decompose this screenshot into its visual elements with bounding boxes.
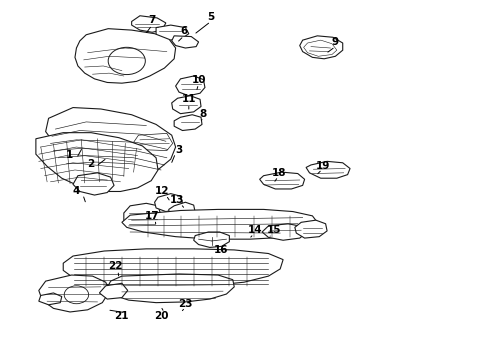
Text: 8: 8: [200, 109, 207, 119]
Text: 14: 14: [247, 225, 262, 235]
Text: 10: 10: [191, 75, 206, 85]
Text: 19: 19: [316, 161, 330, 171]
Polygon shape: [172, 36, 198, 48]
Text: 15: 15: [267, 225, 282, 235]
Text: 2: 2: [87, 159, 95, 169]
Polygon shape: [295, 220, 327, 238]
Text: 1: 1: [66, 150, 73, 160]
Polygon shape: [300, 36, 343, 59]
Polygon shape: [99, 283, 128, 299]
Text: 6: 6: [180, 26, 188, 36]
Text: 23: 23: [178, 299, 193, 309]
Text: 22: 22: [108, 261, 123, 271]
Polygon shape: [107, 274, 234, 303]
Polygon shape: [260, 172, 305, 189]
Polygon shape: [306, 161, 350, 178]
Polygon shape: [175, 76, 205, 96]
Polygon shape: [132, 16, 166, 32]
Polygon shape: [174, 115, 202, 131]
Polygon shape: [169, 202, 195, 219]
Polygon shape: [46, 108, 175, 176]
Polygon shape: [124, 203, 161, 229]
Polygon shape: [194, 232, 229, 247]
Polygon shape: [36, 133, 158, 192]
Text: 5: 5: [207, 12, 215, 22]
Polygon shape: [304, 40, 337, 56]
Text: 3: 3: [175, 144, 183, 154]
Text: 20: 20: [154, 311, 168, 320]
Text: 17: 17: [145, 211, 159, 221]
Polygon shape: [156, 25, 189, 40]
Text: 11: 11: [182, 94, 196, 104]
Text: 4: 4: [73, 186, 80, 196]
Polygon shape: [155, 194, 182, 212]
Text: 7: 7: [148, 15, 156, 26]
Polygon shape: [75, 29, 175, 83]
Text: 21: 21: [115, 311, 129, 320]
Polygon shape: [122, 210, 318, 239]
Text: 18: 18: [272, 168, 287, 178]
Polygon shape: [73, 173, 114, 195]
Polygon shape: [262, 224, 306, 240]
Polygon shape: [39, 293, 62, 305]
Polygon shape: [63, 249, 283, 288]
Polygon shape: [39, 275, 109, 312]
Text: 12: 12: [155, 186, 169, 196]
Polygon shape: [134, 134, 172, 150]
Text: 9: 9: [332, 37, 339, 47]
Text: 16: 16: [213, 245, 228, 255]
Text: 13: 13: [170, 195, 184, 205]
Polygon shape: [172, 96, 201, 114]
